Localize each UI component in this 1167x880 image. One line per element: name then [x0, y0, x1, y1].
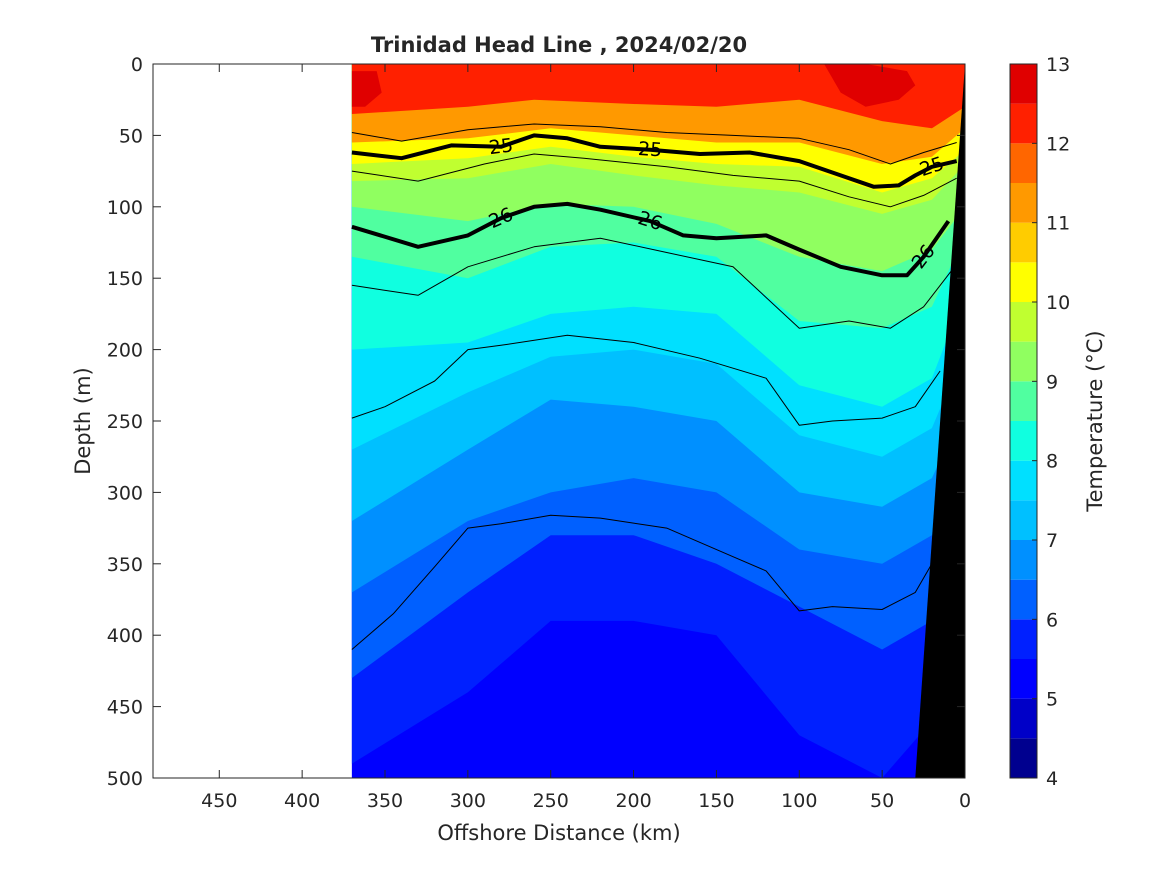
sigma-contour-25	[351, 133, 958, 189]
colorbar-segment	[1010, 500, 1037, 540]
x-tick-label: 100	[781, 790, 817, 812]
colorbar-segment	[1010, 103, 1037, 144]
colorbar-segment	[1010, 540, 1037, 580]
y-tick-label: 50	[119, 125, 143, 147]
colorbar-tick-label: 12	[1046, 133, 1070, 155]
sigma-contour	[351, 237, 958, 329]
colorbar-segment	[1010, 381, 1037, 421]
y-axis-ticks: 0 50 100 150 200 250 300 350 400 450 500	[107, 54, 965, 790]
colorbar-segment	[1010, 64, 1037, 104]
colorbar-segment	[1010, 183, 1037, 223]
y-tick-label: 400	[107, 625, 143, 647]
colorbar-tick-label: 13	[1046, 54, 1070, 76]
colorbar-tick-label: 8	[1046, 451, 1058, 473]
colorbar-tick-label: 10	[1046, 292, 1070, 314]
temperature-fill-layer	[351, 64, 965, 778]
y-tick-label: 500	[107, 768, 143, 790]
y-tick-label: 450	[107, 697, 143, 719]
chart-title: Trinidad Head Line , 2024/02/20	[371, 33, 747, 57]
x-tick-label: 150	[698, 790, 734, 812]
y-tick-label: 0	[131, 54, 143, 76]
y-tick-label: 150	[107, 268, 143, 290]
colorbar-label: Temperature (°C)	[1083, 330, 1107, 512]
colorbar-tick-label: 7	[1046, 530, 1058, 552]
colorbar-segment	[1010, 421, 1037, 461]
x-axis-label: Offshore Distance (km)	[437, 821, 680, 845]
sigma-contour	[351, 334, 941, 426]
sigma-contour-26	[351, 201, 951, 278]
y-tick-label: 300	[107, 482, 143, 504]
colorbar-tick-label: 5	[1046, 689, 1058, 711]
x-tick-label: 0	[959, 790, 971, 812]
y-tick-label: 250	[107, 411, 143, 433]
colorbar-tick-label: 4	[1046, 768, 1058, 790]
colorbar-tick-label: 11	[1046, 213, 1070, 235]
x-tick-label: 300	[450, 790, 486, 812]
colorbar-segment	[1010, 460, 1037, 501]
colorbar-segment	[1010, 341, 1037, 382]
y-tick-label: 350	[107, 554, 143, 576]
x-tick-label: 400	[284, 790, 320, 812]
x-tick-label: 200	[615, 790, 651, 812]
temperature-band	[351, 64, 965, 129]
colorbar: 4 5 6 7 8 9 10 11 12 13	[1009, 54, 1070, 790]
colorbar-segment	[1010, 262, 1037, 302]
x-tick-label: 250	[533, 790, 569, 812]
sigma-contour	[351, 514, 941, 650]
colorbar-segment	[1010, 143, 1037, 183]
colorbar-segment	[1010, 698, 1037, 739]
contour-label: 25	[488, 134, 515, 159]
colorbar-frame	[1009, 63, 1038, 779]
colorbar-segment	[1010, 619, 1037, 659]
y-tick-label: 100	[107, 197, 143, 219]
colorbar-tick-label: 9	[1046, 371, 1058, 393]
x-tick-label: 450	[201, 790, 237, 812]
warm-patch	[749, 64, 916, 107]
sigma-contour	[351, 123, 957, 165]
colorbar-segment	[1010, 302, 1037, 342]
x-axis-ticks: 450 400 350 300 250 200 150 100 50 0	[201, 64, 971, 812]
warm-patch	[351, 71, 382, 107]
shelf-bathymetry-layer	[915, 64, 965, 778]
colorbar-tick-label: 6	[1046, 609, 1058, 631]
contour-label: 25	[637, 138, 663, 162]
colorbar-segment	[1010, 222, 1037, 263]
y-tick-label: 200	[107, 340, 143, 362]
colorbar-segment	[1010, 659, 1037, 699]
y-axis-label: Depth (m)	[71, 367, 95, 474]
x-tick-label: 350	[367, 790, 403, 812]
colorbar-segment	[1010, 738, 1037, 778]
colorbar-segment	[1010, 579, 1037, 620]
sigma-contour	[351, 153, 957, 208]
x-tick-label: 50	[870, 790, 894, 812]
shelf-bathymetry	[915, 64, 965, 778]
